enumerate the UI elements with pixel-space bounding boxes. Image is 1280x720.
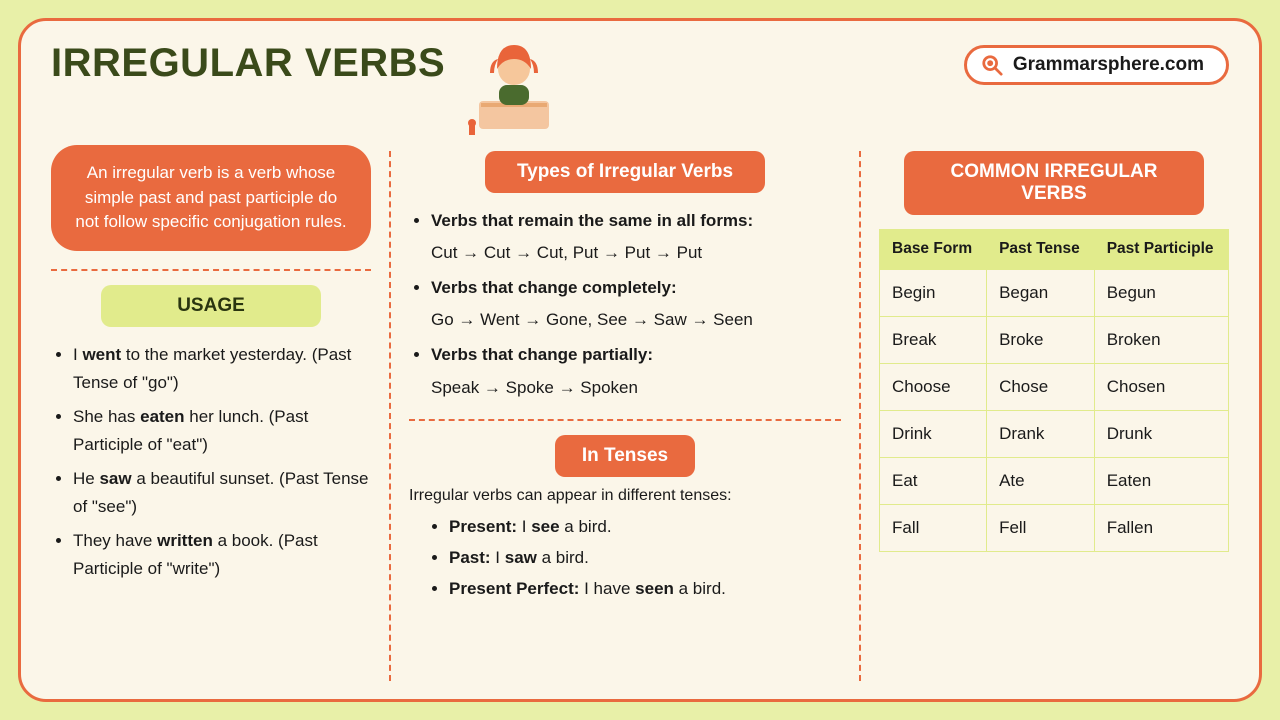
columns: An irregular verb is a verb whose simple… xyxy=(51,151,1229,681)
tenses-heading: In Tenses xyxy=(555,435,695,477)
table-col-header: Past Participle xyxy=(1094,230,1228,270)
types-list: Verbs that remain the same in all forms:… xyxy=(409,207,841,401)
types-item: Verbs that change partially:Speak → Spok… xyxy=(431,341,841,400)
title-block: IRREGULAR VERBS xyxy=(51,43,569,139)
types-item: Verbs that remain the same in all forms:… xyxy=(431,207,841,266)
col-middle: Types of Irregular Verbs Verbs that rema… xyxy=(391,151,861,681)
definition-box: An irregular verb is a verb whose simple… xyxy=(51,145,371,251)
col-right: COMMON IRREGULAR VERBS Base Form Past Te… xyxy=(861,151,1229,681)
table-col-header: Base Form xyxy=(880,230,987,270)
table-body: BeginBeganBegun BreakBrokeBroken ChooseC… xyxy=(880,269,1229,551)
divider xyxy=(51,269,371,271)
brand-badge: Grammarsphere.com xyxy=(964,45,1229,85)
usage-item: They have written a book. (Past Particip… xyxy=(73,527,371,583)
header-row: IRREGULAR VERBS Grammarsphere.com xyxy=(51,43,1229,151)
types-item: Verbs that change completely:Go → Went →… xyxy=(431,274,841,333)
table-row: FallFellFallen xyxy=(880,504,1229,551)
usage-item: He saw a beautiful sunset. (Past Tense o… xyxy=(73,465,371,521)
verb-table: Base Form Past Tense Past Participle Beg… xyxy=(879,229,1229,552)
table-row: BeginBeganBegun xyxy=(880,269,1229,316)
usage-heading: USAGE xyxy=(101,285,321,327)
brand-name: Grammarsphere.com xyxy=(1013,54,1204,76)
infographic-card: IRREGULAR VERBS Grammarsphere.com xyxy=(18,18,1262,702)
tenses-item: Present Perfect: I have seen a bird. xyxy=(449,575,841,603)
table-row: EatAteEaten xyxy=(880,457,1229,504)
tenses-item: Present: I see a bird. xyxy=(449,513,841,541)
tenses-list: Present: I see a bird. Past: I saw a bir… xyxy=(409,513,841,603)
table-col-header: Past Tense xyxy=(987,230,1095,270)
tenses-item: Past: I saw a bird. xyxy=(449,544,841,572)
divider xyxy=(409,419,841,421)
magnifier-icon xyxy=(981,54,1003,76)
tenses-intro: Irregular verbs can appear in different … xyxy=(409,487,841,505)
table-heading: COMMON IRREGULAR VERBS xyxy=(904,151,1204,215)
page-title: IRREGULAR VERBS xyxy=(51,43,445,84)
col-left: An irregular verb is a verb whose simple… xyxy=(51,151,391,681)
usage-list: I went to the market yesterday. (Past Te… xyxy=(51,341,371,583)
person-laptop-icon xyxy=(459,39,569,139)
types-heading: Types of Irregular Verbs xyxy=(485,151,765,193)
table-row: BreakBrokeBroken xyxy=(880,316,1229,363)
table-header-row: Base Form Past Tense Past Participle xyxy=(880,230,1229,270)
table-row: ChooseChoseChosen xyxy=(880,363,1229,410)
table-row: DrinkDrankDrunk xyxy=(880,410,1229,457)
usage-item: I went to the market yesterday. (Past Te… xyxy=(73,341,371,397)
usage-item: She has eaten her lunch. (Past Participl… xyxy=(73,403,371,459)
